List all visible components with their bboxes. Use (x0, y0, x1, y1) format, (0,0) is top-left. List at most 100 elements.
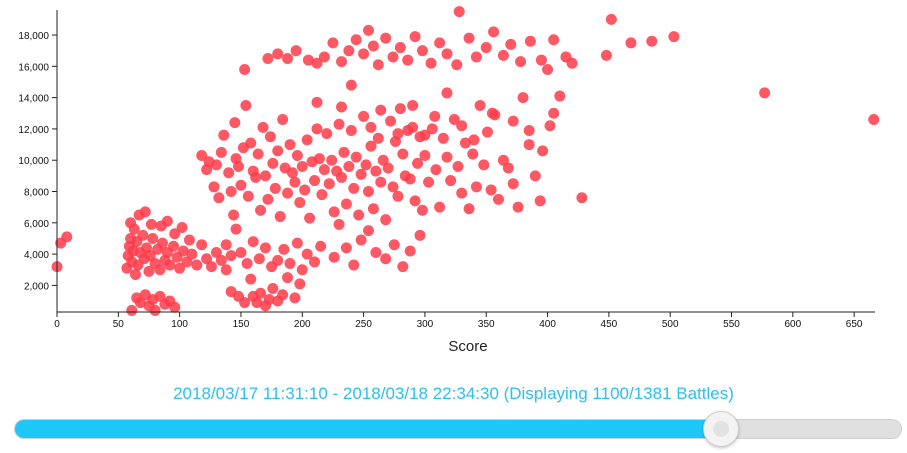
y-axis: 2,000 4,000 6,000 8,000 10,000 12,000 14,000 16… (18, 10, 58, 312)
x-tick-label: 200 (294, 319, 311, 330)
data-point (137, 229, 149, 241)
data-point (576, 192, 588, 204)
data-point (301, 134, 313, 146)
data-point (448, 114, 460, 126)
data-point (143, 265, 155, 277)
data-point (350, 151, 362, 163)
data-point (284, 257, 296, 269)
data-point (535, 54, 547, 66)
data-point (264, 131, 276, 143)
data-point (492, 193, 504, 205)
data-point (404, 245, 416, 257)
data-point (512, 201, 524, 213)
x-tick-label: 150 (233, 319, 250, 330)
data-point (251, 297, 263, 309)
data-point (169, 228, 181, 240)
data-point (375, 176, 387, 188)
y-tick-label: 18,000 (18, 31, 49, 42)
data-point (250, 171, 262, 183)
data-point (235, 179, 247, 191)
x-tick-label: 450 (601, 319, 618, 330)
data-point (486, 107, 498, 119)
data-point (468, 134, 480, 146)
data-point (259, 242, 271, 254)
slider-handle[interactable] (702, 411, 739, 447)
scatter-chart: 2,000 4,000 6,000 8,000 10,000 12,000 14,000 16… (18, 6, 880, 355)
x-tick-label: 250 (355, 319, 372, 330)
data-point (311, 96, 323, 108)
data-point (291, 150, 303, 162)
data-point (313, 153, 325, 165)
x-tick-label: 550 (723, 319, 740, 330)
x-axis-title: Score (448, 338, 487, 355)
x-tick-label: 650 (846, 319, 863, 330)
data-point (537, 145, 549, 157)
data-point (309, 175, 321, 187)
data-point (430, 164, 442, 176)
data-point (252, 148, 264, 160)
data-point (497, 154, 509, 166)
data-point (392, 128, 404, 140)
data-point (176, 222, 188, 234)
data-point (228, 209, 240, 221)
data-point (437, 132, 449, 144)
data-point (534, 195, 546, 207)
data-point (315, 240, 327, 252)
x-tick-label: 350 (478, 319, 495, 330)
data-point (404, 173, 416, 185)
data-point (409, 31, 421, 43)
data-point (370, 247, 382, 259)
data-point (348, 182, 360, 194)
time-range-label: 2018/03/17 11:31:10 - 2018/03/18 22:34:3… (173, 384, 734, 403)
time-range-slider[interactable] (14, 411, 902, 447)
data-point (412, 157, 424, 169)
data-point (387, 51, 399, 63)
data-point (318, 164, 330, 176)
data-point (646, 35, 658, 47)
data-point (355, 234, 367, 246)
data-point (242, 190, 254, 202)
data-point (139, 206, 151, 218)
data-point (363, 225, 375, 237)
data-point (367, 203, 379, 215)
data-point (126, 304, 138, 316)
data-point (605, 13, 617, 25)
data-point (370, 165, 382, 177)
y-tick-label: 4,000 (24, 250, 49, 261)
data-point (515, 56, 527, 68)
data-point (311, 123, 323, 135)
x-axis: 0 50 100 150 200 250 300 350 400 450 500 550 600 650 (54, 311, 875, 330)
data-point (360, 159, 372, 171)
x-tick-label: 300 (417, 319, 434, 330)
data-point (394, 42, 406, 54)
data-point (502, 162, 514, 174)
data-point (343, 160, 355, 172)
data-point (600, 49, 612, 61)
data-point (272, 48, 284, 60)
data-point (377, 154, 389, 166)
data-point (463, 32, 475, 44)
data-point (380, 214, 392, 226)
data-point (470, 181, 482, 193)
data-point (445, 175, 457, 187)
data-point (245, 273, 257, 285)
points-layer (51, 6, 880, 316)
data-point (566, 57, 578, 69)
data-point (328, 251, 340, 263)
data-point (394, 103, 406, 115)
data-point (225, 250, 237, 262)
data-point (299, 184, 311, 196)
x-tick-label: 500 (662, 319, 679, 330)
data-point (416, 45, 428, 57)
data-point (294, 196, 306, 208)
data-point (196, 239, 208, 251)
data-point (505, 38, 517, 50)
data-point (289, 176, 301, 188)
data-point (272, 145, 284, 157)
data-point (456, 120, 468, 132)
data-point (453, 6, 465, 18)
data-point (274, 211, 286, 223)
data-point (290, 45, 302, 57)
data-point (223, 167, 235, 179)
data-point (402, 54, 414, 66)
